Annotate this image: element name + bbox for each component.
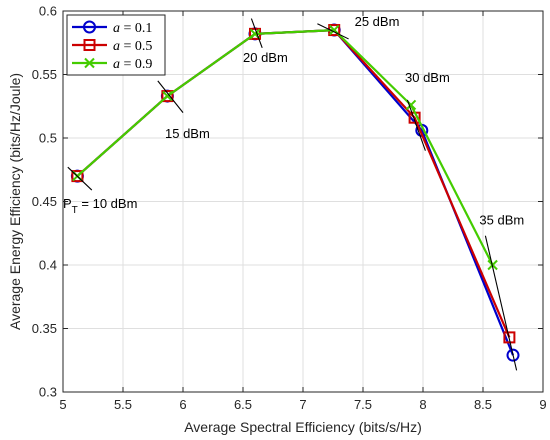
y-tick-label: 0.4: [39, 258, 57, 273]
annotation-pointer: [157, 80, 184, 113]
axes: 5 5.5 6 6.5 7 7.5 8 8.5 9 0.3 0.35 0.4 0.45 0.5 0.55 0.…: [7, 4, 547, 436]
x-tick-label: 7: [299, 397, 306, 412]
data-point: [162, 90, 173, 102]
annotation-pointer: [250, 18, 263, 49]
legend-marker: [83, 39, 96, 51]
data-point: [71, 170, 84, 183]
y-tick-label: 0.55: [32, 67, 57, 82]
x-tick-label: 7.5: [354, 397, 372, 412]
x-marker-stroke: [84, 57, 95, 69]
legend: a = 0.1 a = 0.5 a = 0.9: [66, 14, 166, 76]
x-tick-label: 5.5: [114, 397, 132, 412]
x-tick-label: 6.5: [234, 397, 252, 412]
legend-label: a = 0.1: [113, 21, 152, 36]
annotation-label: 25 dBm: [355, 14, 400, 29]
x-tick-label: 8.5: [474, 397, 492, 412]
annotation-pointer: [67, 166, 93, 191]
y-tick-label: 0.6: [39, 4, 57, 19]
x-axis-title: Average Spectral Efficiency (bits/s/Hz): [184, 419, 422, 435]
annotation-label: 35 dBm: [479, 212, 524, 227]
x-marker-stroke: [162, 90, 173, 102]
power-annotation: 20 dBm: [243, 18, 288, 65]
series-line: [76, 29, 494, 266]
annotation-pointer: [484, 235, 518, 371]
annotation-label: PT = 10 dBm: [63, 196, 137, 216]
x-marker-stroke: [405, 99, 417, 111]
y-axis-title: Average Energy Efficiency (bits/Hz/Joule…: [7, 73, 23, 330]
legend-entry: a = 0.5: [72, 39, 152, 54]
annotation-pointer: [317, 23, 349, 40]
annotation-pointer: [406, 99, 426, 151]
power-annotation: 25 dBm: [317, 14, 400, 40]
legend-entry: a = 0.1: [72, 20, 152, 36]
legend-marker: [84, 57, 95, 69]
power-annotation: PT = 10 dBm: [63, 166, 137, 216]
legend-label: a = 0.5: [113, 39, 152, 54]
x-tick-label: 5: [59, 397, 66, 412]
annotation-layer: PT = 10 dBm 15 dBm 20 dBm 25 dBm 30 dBm 35 dB…: [63, 14, 524, 371]
x-tick-label: 8: [419, 397, 426, 412]
power-annotation: 30 dBm: [405, 70, 450, 151]
legend-entry: a = 0.9: [72, 57, 152, 72]
x-tick-label: 6: [179, 397, 186, 412]
legend-label: a = 0.9: [113, 57, 152, 72]
annotation-label: 15 dBm: [165, 126, 210, 141]
data-point: [506, 348, 520, 362]
y-tick-label: 0.35: [32, 321, 57, 336]
power-annotation: 35 dBm: [479, 212, 524, 371]
annotation-label: 20 dBm: [243, 50, 288, 65]
data-point: [161, 90, 174, 103]
legend-marker: [83, 20, 96, 34]
y-tick-label: 0.3: [39, 385, 57, 400]
y-tick-label: 0.45: [32, 194, 57, 209]
x-tick-label: 9: [539, 397, 546, 412]
data-point: [503, 331, 516, 344]
grid-lines: [63, 11, 543, 392]
power-annotation: 15 dBm: [157, 80, 210, 141]
x-marker-stroke: [249, 28, 261, 40]
y-tick-label: 0.5: [39, 131, 57, 146]
x-marker-stroke: [328, 24, 340, 36]
annotation-label: 30 dBm: [405, 70, 450, 85]
